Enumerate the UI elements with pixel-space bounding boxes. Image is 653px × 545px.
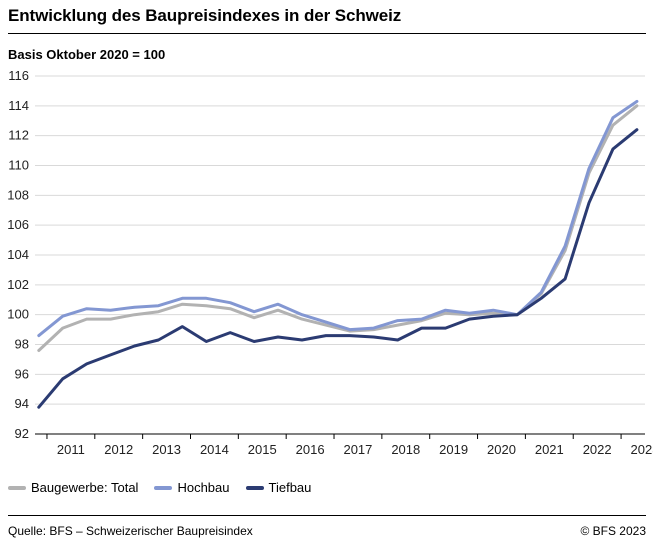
legend-swatch-total	[8, 485, 26, 490]
legend-label-total: Baugewerbe: Total	[31, 480, 139, 495]
legend-item-tiefbau: Tiefbau	[245, 480, 312, 495]
line-chart: 92 94 96 98 100 102 104 106 108 110 112 114 116 2011…	[7, 68, 653, 457]
footer-divider	[8, 515, 646, 516]
x-tick-label: 2013	[152, 442, 181, 457]
y-tick-label: 98	[15, 337, 29, 352]
gridlines	[35, 75, 645, 435]
y-tick-label: 114	[8, 98, 29, 113]
legend-label-tiefbau: Tiefbau	[268, 480, 312, 495]
series-line-hochbau	[37, 99, 639, 338]
y-tick-label: 112	[8, 128, 29, 143]
x-tick-label: 2012	[104, 442, 133, 457]
y-tick-label: 102	[7, 277, 29, 292]
legend-item-total: Baugewerbe: Total	[8, 480, 138, 495]
series-line-baugewerbe-total	[37, 104, 639, 352]
y-tick-label: 108	[7, 187, 29, 202]
source-note: Quelle: BFS – Schweizerischer Baupreisin…	[8, 524, 253, 538]
x-tick-label: 2016	[296, 442, 325, 457]
series-lines	[37, 99, 639, 409]
chart-subtitle: Basis Oktober 2020 = 100	[8, 47, 166, 62]
x-tick-label: 2014	[200, 442, 229, 457]
y-tick-label: 106	[7, 217, 29, 232]
x-tick-label: 2017	[343, 442, 372, 457]
y-tick-label: 110	[8, 158, 29, 173]
x-tick-label: 2021	[535, 442, 564, 457]
y-tick-label: 104	[7, 247, 29, 262]
y-tick-label: 94	[15, 396, 29, 411]
x-tick-label: 2020	[487, 442, 516, 457]
y-tick-label: 92	[15, 426, 29, 441]
legend-swatch-tiefbau	[245, 485, 264, 490]
chart-title: Entwicklung des Baupreisindexes in der S…	[8, 6, 402, 25]
y-tick-label: 96	[15, 366, 29, 381]
x-tick-label: 2011	[57, 442, 85, 457]
y-axis: 92 94 96 98 100 102 104 106 108 110 112 114 116	[7, 68, 29, 441]
x-axis: 2011 2012 2013 2014 2015 2016 2017 2018 2019 2020…	[35, 433, 653, 457]
x-tick-label: 2015	[248, 442, 277, 457]
x-tick-label: 2018	[391, 442, 420, 457]
copyright-note: © BFS 2023	[580, 524, 646, 538]
x-tick-label: 2019	[439, 442, 468, 457]
y-tick-label: 100	[7, 307, 29, 322]
legend-label-hochbau: Hochbau	[177, 480, 230, 495]
x-tick-label: 2023	[631, 442, 653, 457]
legend-item-hochbau: Hochbau	[154, 480, 230, 495]
y-tick-label: 116	[8, 68, 29, 83]
legend-swatch-hochbau	[154, 485, 173, 490]
series-line-tiefbau	[37, 128, 639, 409]
legend: Baugewerbe: Total Hochbau Tiefbau	[8, 480, 327, 495]
x-tick-label: 2022	[583, 442, 612, 457]
title-divider	[8, 33, 646, 34]
